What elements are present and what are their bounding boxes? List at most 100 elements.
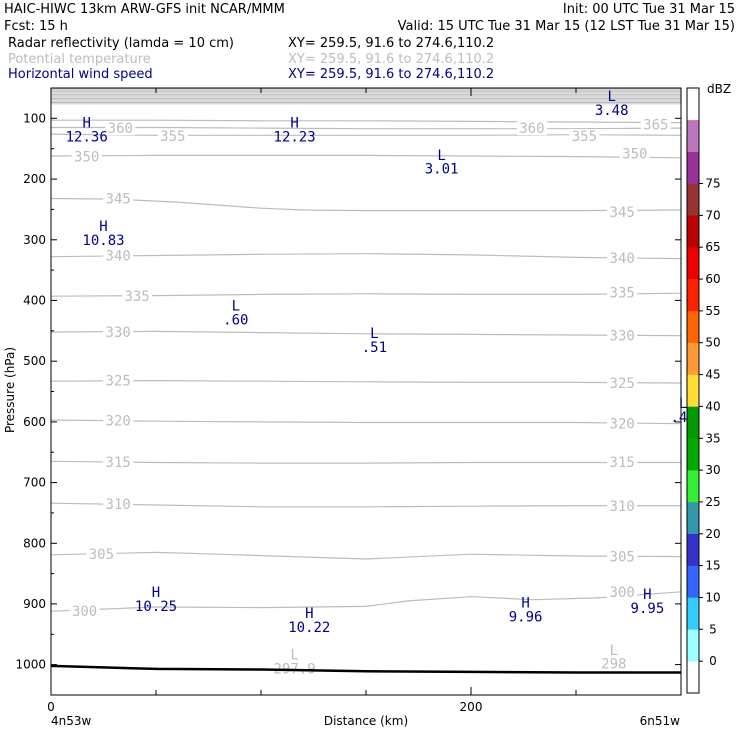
colorbar-swatch [687,438,699,471]
extremum-type-H: H [521,596,529,612]
theta-label: 305 [89,547,114,563]
x-axis-left-end-label: 4n53w [51,714,92,728]
theta-label-knockout [86,547,117,562]
theta-contour-365 [51,119,682,124]
y-tick-label: 1000 [15,658,46,672]
theta-label-knockout [122,289,153,304]
y-axis: 100 200 300 400 500 600 700 800 900 1000 [15,111,681,696]
extremum-value: 3.48 [595,103,629,119]
y-tick-label: 600 [23,415,46,429]
colorbar-label: 35 [705,431,720,445]
extremum-value: 10.83 [82,233,124,249]
header-valid: Valid: 15 UTC Tue 31 Mar 15 (12 LST Tue … [398,19,735,34]
extremum-type-L: L [290,647,298,663]
colorbar-swatch [687,88,699,121]
extremum-type-L: L [610,643,618,659]
colorbar-swatch [687,533,699,566]
theta-contour-315 [50,460,681,464]
terrain-line [50,664,681,674]
extremum-value: .51 [362,340,387,356]
field-theta-xy: XY= 259.5, 91.6 to 274.6,110.2 [288,52,494,67]
extremum-type-H: H [643,587,651,603]
extremum-type-H: H [99,219,107,235]
colorbar-swatch [687,247,699,280]
x-tick-label: 0 [47,700,55,714]
theta-label-knockout [103,454,134,469]
theta-label-knockout [103,191,134,206]
field-theta-name: Potential temperature [8,52,151,67]
colorbar-swatch [687,597,699,630]
colorbar-label: 60 [705,272,720,286]
y-tick-label: 800 [23,536,46,550]
theta-label: 355 [572,129,597,145]
plot-background [51,88,681,695]
y-tick-label: 500 [23,354,46,368]
field-reflectivity-xy: XY= 259.5, 91.6 to 274.6,110.2 [288,36,494,51]
x-axis: 0 200 [47,88,682,714]
x-axis-label: Distance (km) [324,714,408,728]
theta-label: 345 [610,205,635,221]
theta-label-knockout [71,149,102,164]
theta-contour-330 [50,330,682,337]
theta-label-knockout [569,129,600,143]
theta-label-knockout [607,251,638,265]
theta-label-knockout [607,549,638,564]
theta-contour-360 [51,126,682,130]
theta-label: 360 [519,121,544,137]
colorbar-label: 0 [709,654,717,668]
theta-contour-325 [50,379,682,384]
header: HAIC-HIWC 13km ARW-GFS init NCAR/MMM Ini… [4,2,735,82]
theta-label-knockout [640,117,671,132]
theta-label-knockout [619,146,650,161]
extremum-type-H: H [82,116,90,132]
y-tick-label: 900 [23,597,46,611]
theta-label: 320 [106,414,131,430]
colorbar-swatch [687,151,699,184]
colorbar-label: 65 [705,240,720,254]
theta-label-knockout [607,204,638,219]
theta-label-knockout [607,416,638,431]
y-tick-label: 400 [23,293,46,307]
extremum-value: 10.22 [288,620,330,636]
theta-label: 350 [622,147,647,163]
theta-label: 300 [72,604,97,620]
colorbar-swatch [687,565,699,598]
theta-label-knockout [103,248,134,263]
theta-label: 340 [106,249,131,265]
extremum-value: 9.95 [631,601,665,617]
theta-contour-300 [50,591,682,612]
y-tick-label: 100 [23,111,46,125]
x-tick-label: 200 [460,700,483,714]
extremum-value: 3.01 [425,162,459,178]
theta-label: 360 [108,121,133,137]
theta-label: 345 [106,192,131,208]
theta-label: 335 [610,286,635,302]
colorbar-label: 40 [705,399,720,413]
theta-label-knockout [103,413,134,428]
theta-label: 365 [643,117,668,133]
colorbar-swatch [687,279,699,312]
theta-label: 325 [106,374,131,390]
colorbar: 0 5 10 15 20 25 30 35 40 45 50 55 60 65 70 75 [686,87,721,694]
theta-label: 310 [106,497,131,513]
theta-contour-310 [50,502,681,508]
extremum-value: 298 [601,656,626,672]
theta-label-knockout [607,328,638,343]
colorbar-swatch [687,310,699,343]
colorbar-label: 45 [705,368,720,382]
field-wind-name: Horizontal wind speed [8,67,153,82]
theta-label: 300 [610,585,635,601]
theta-label: 315 [106,455,131,471]
theta-label: 310 [610,499,635,515]
theta-label: 330 [106,325,131,341]
extremum-type-H: H [152,585,160,601]
extremum-value: 12.36 [66,130,108,146]
colorbar-swatch [687,342,699,375]
theta-label-knockout [607,285,638,300]
theta-label-knockout [105,121,136,136]
theta-label: 350 [74,150,99,166]
theta-label-knockout [157,129,188,143]
colorbar-label: 70 [705,208,720,222]
colorbar-label: 75 [705,177,720,191]
colorbar-unit: dBZ [707,82,731,96]
